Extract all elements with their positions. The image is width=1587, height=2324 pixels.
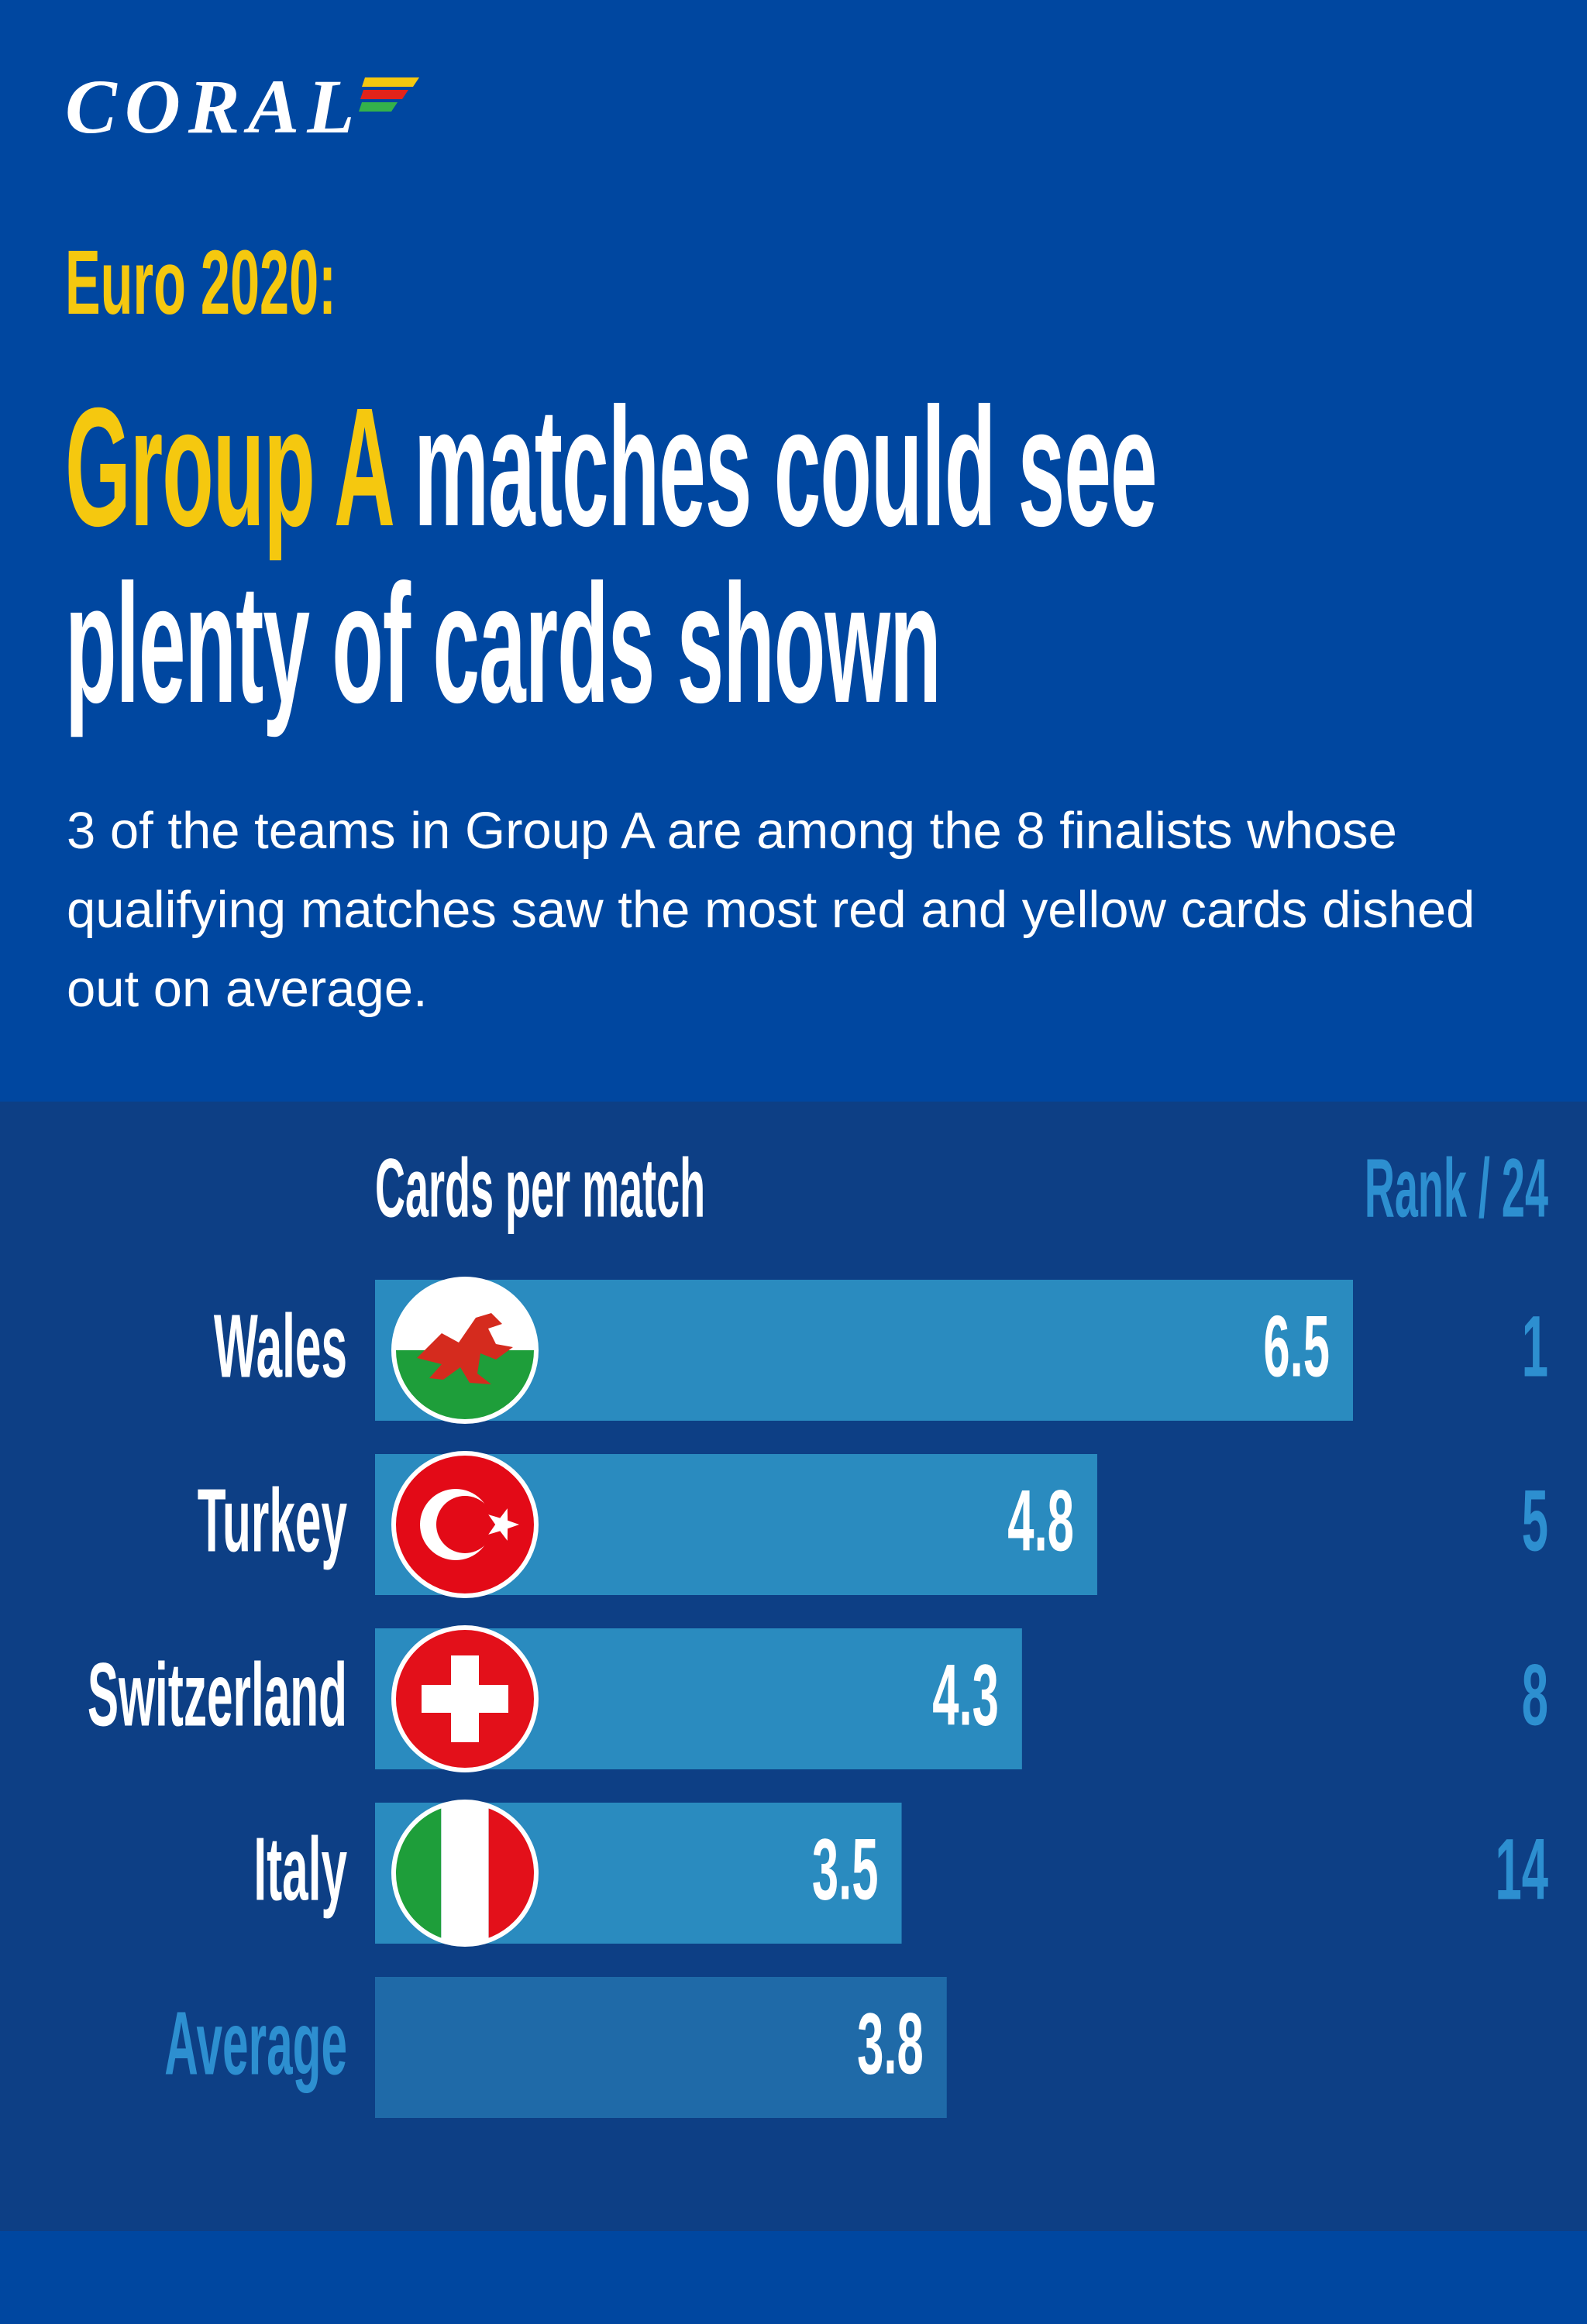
value-wales: 6.5: [1263, 1298, 1330, 1395]
headline-line-2: plenty of cards shown: [65, 550, 942, 738]
chart-title: Cards per match: [375, 1142, 705, 1235]
switzerland-flag-icon: [391, 1625, 539, 1772]
chart-panel: Cards per match Rank / 24 Wales 6.5 1 Turkey 4…: [0, 1102, 1587, 2231]
value-italy: 3.5: [812, 1821, 879, 1918]
headline-line-1: Group A matches could see: [65, 380, 1158, 556]
label-wales: Wales: [214, 1295, 347, 1396]
intro-paragraph: 3 of the teams in Group A are among the …: [67, 802, 1475, 1018]
rank-italy: 14: [1495, 1821, 1548, 1918]
italy-flag-icon: [391, 1800, 539, 1947]
label-turkey: Turkey: [198, 1470, 347, 1570]
cards-bar-chart: Cards per match Rank / 24 Wales 6.5 1 Turkey 4…: [88, 1142, 1548, 2118]
rank-header: Rank / 24: [1365, 1142, 1548, 1235]
value-switzerland: 4.3: [932, 1647, 999, 1744]
rank-switzerland: 8: [1522, 1647, 1548, 1744]
bar-average: [375, 1977, 947, 2118]
turkey-flag-icon: [391, 1451, 539, 1598]
wales-flag-icon: [391, 1277, 539, 1424]
value-average: 3.8: [857, 1996, 924, 2092]
rank-wales: 1: [1522, 1298, 1548, 1395]
coral-logo-text: CORAL: [65, 64, 363, 150]
label-average: Average: [164, 1992, 347, 2093]
rank-turkey: 5: [1522, 1473, 1548, 1569]
coral-logo: CORAL: [65, 68, 421, 146]
value-turkey: 4.8: [1007, 1473, 1074, 1569]
eyebrow-title: Euro 2020:: [65, 232, 336, 334]
label-italy: Italy: [253, 1818, 347, 1919]
coral-flag-icon: [359, 77, 420, 112]
headline-highlight: Group A: [65, 373, 392, 562]
headline-rest: matches could see: [391, 373, 1157, 562]
label-switzerland: Switzerland: [88, 1644, 347, 1745]
headline: Group A matches could see plenty of card…: [65, 380, 1158, 738]
